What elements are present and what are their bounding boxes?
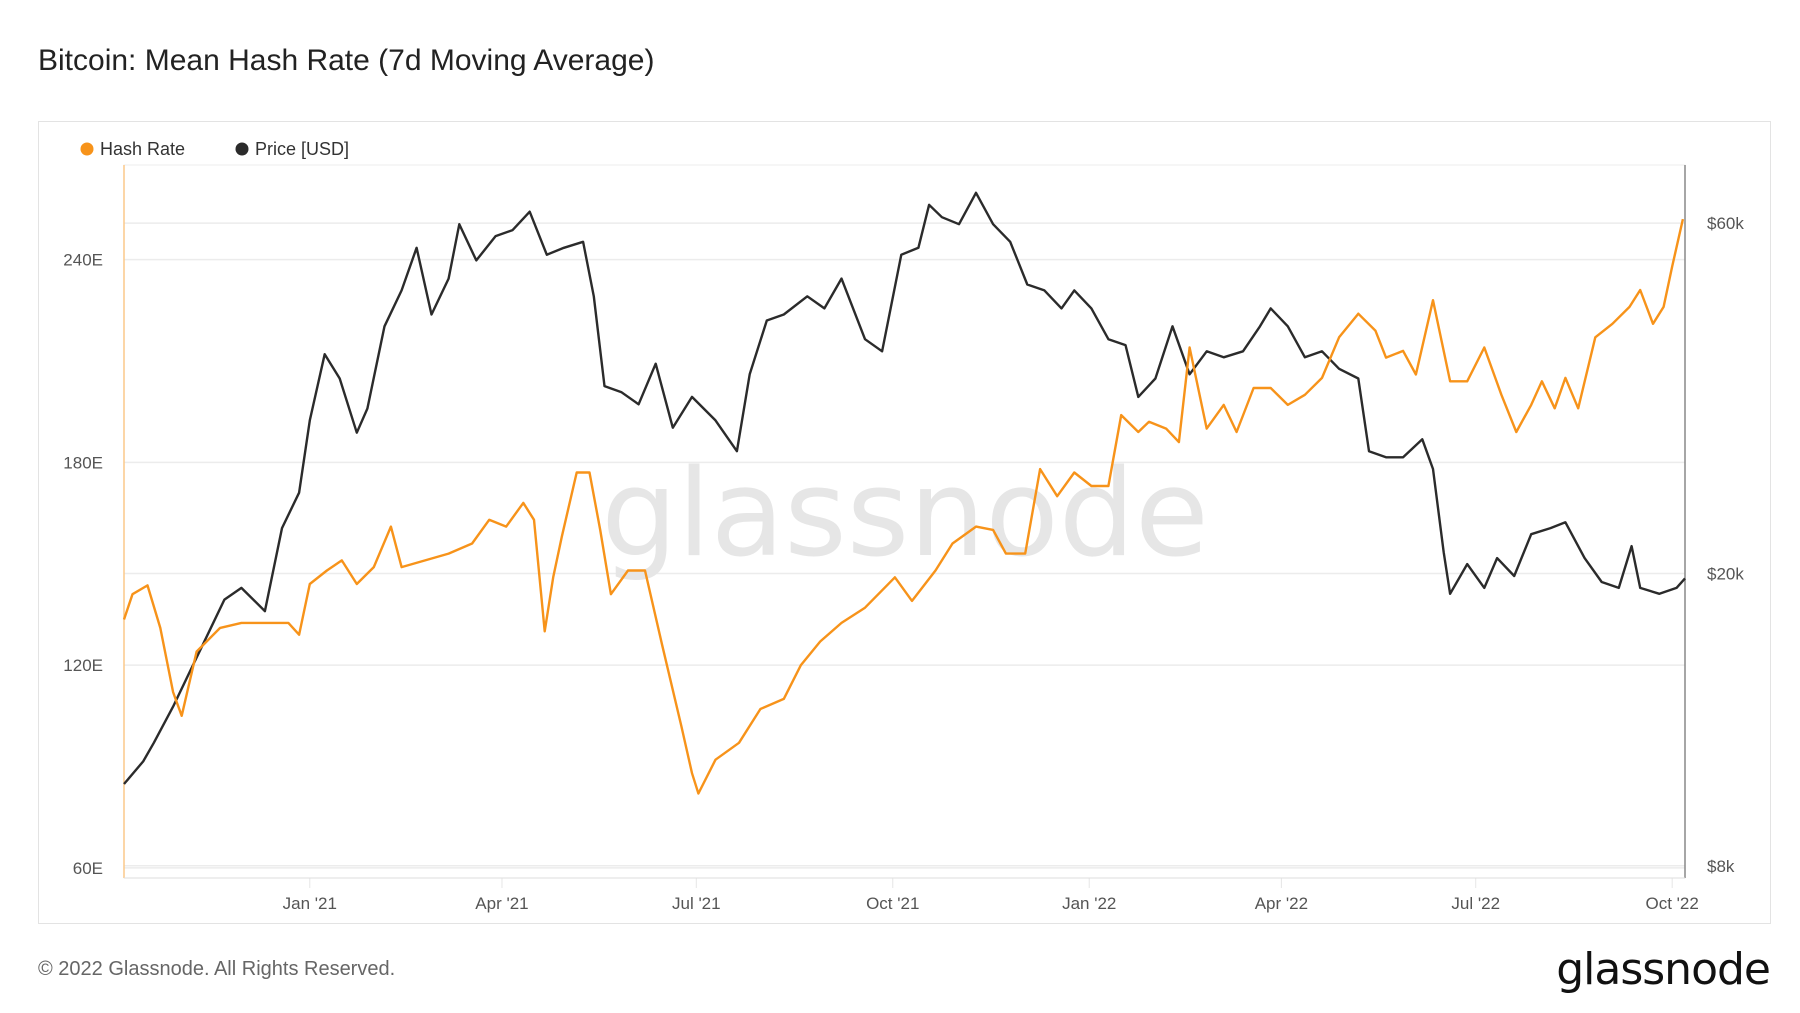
x-tick-label: Oct '21 (866, 894, 919, 913)
x-tick-label: Jan '21 (283, 894, 337, 913)
chart-frame (38, 121, 1771, 924)
right-tick-label: $20k (1707, 565, 1744, 584)
copyright-footer: © 2022 Glassnode. All Rights Reserved. (38, 958, 396, 980)
price-line (123, 191, 1686, 785)
right-tick-label: $60k (1707, 214, 1744, 233)
x-tick-label: Jan '22 (1062, 894, 1116, 913)
x-tick-label: Oct '22 (1646, 894, 1699, 913)
left-tick-label: 180E (63, 453, 103, 472)
x-tick-label: Apr '22 (1255, 894, 1308, 913)
watermark: glassnode (601, 445, 1209, 584)
left-tick-label: 120E (63, 656, 103, 675)
x-tick-label: Jul '22 (1451, 894, 1500, 913)
legend-price-label[interactable]: Price [USD] (255, 139, 349, 159)
chart-title: Bitcoin: Mean Hash Rate (7d Moving Avera… (38, 44, 655, 77)
legend-hash-rate-marker (80, 142, 94, 156)
hash-rate-line (122, 218, 1685, 795)
series-lines (122, 191, 1686, 795)
legend[interactable]: Hash Rate Price [USD] (80, 139, 350, 159)
x-tick-label: Apr '21 (475, 894, 528, 913)
axes: 60E 120E 180E 240E $8k $20k $60k Jan '21 Apr '21… (63, 165, 1744, 913)
right-tick-label: $8k (1707, 857, 1735, 876)
left-tick-label: 240E (63, 251, 103, 270)
legend-hash-rate-label[interactable]: Hash Rate (100, 139, 185, 159)
x-tick-label: Jul '21 (672, 894, 721, 913)
legend-price-marker (235, 142, 249, 156)
glassnode-logo: glassnode (1556, 944, 1771, 995)
left-tick-label: 60E (73, 859, 103, 878)
